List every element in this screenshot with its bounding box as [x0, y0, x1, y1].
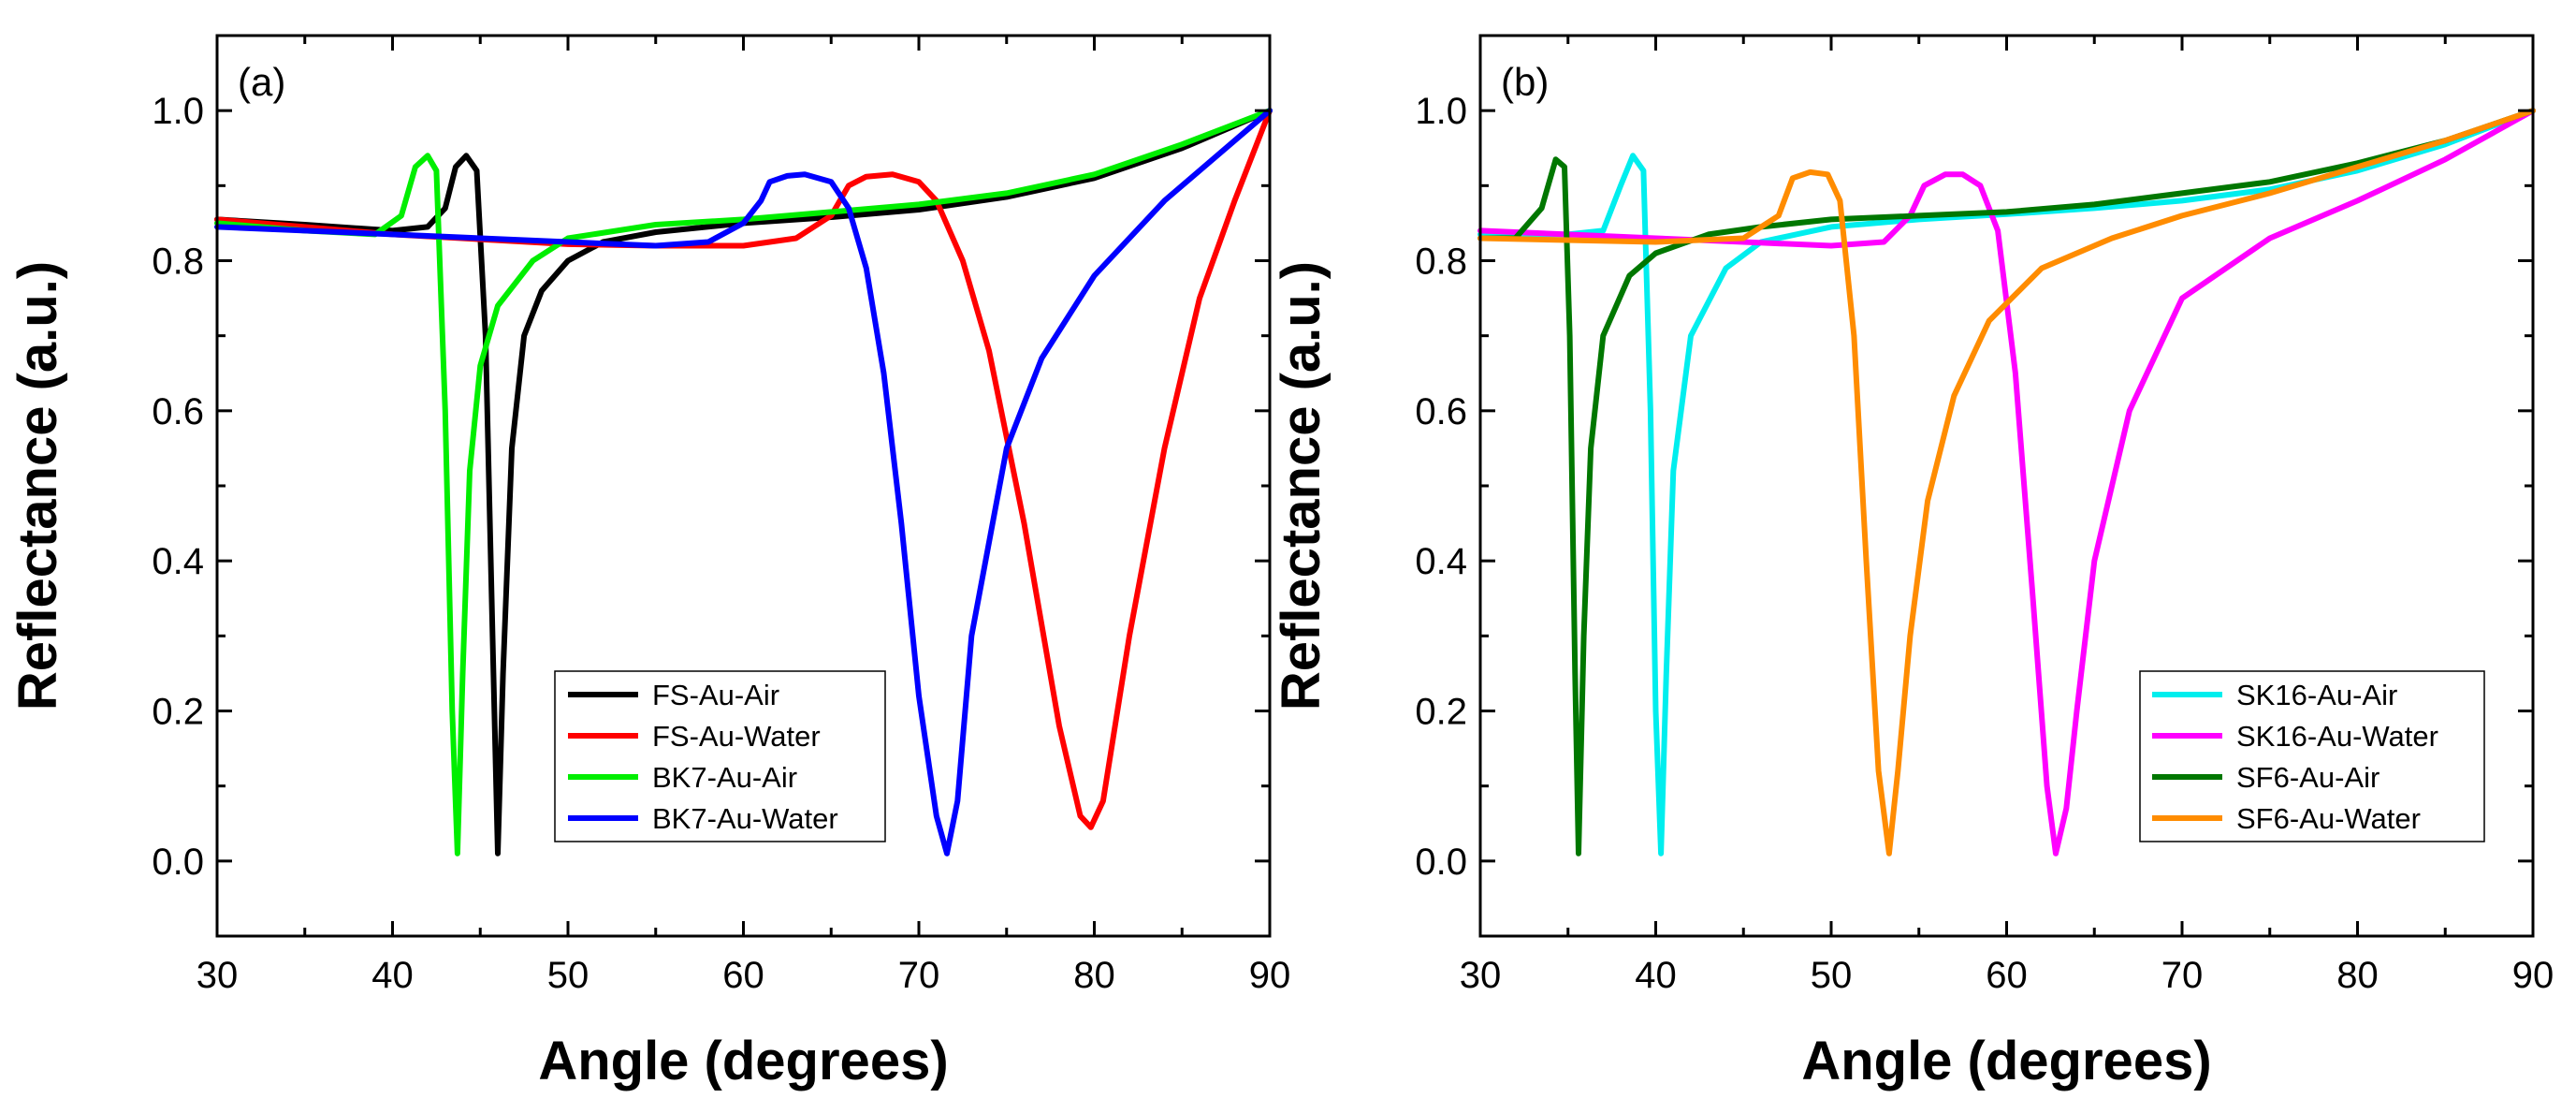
- legend-entry: SF6-Au-Air: [2236, 761, 2380, 794]
- y-tick-label: 0.6: [1415, 391, 1467, 432]
- series-line-sk16-au-water: [1477, 108, 2536, 857]
- legend-box: [2139, 670, 2485, 842]
- y-axis-title: Reflectance (a.u.): [7, 261, 68, 710]
- x-axis: 30 40 50 60 70 80 90: [1460, 36, 2554, 996]
- x-tick-label: 90: [2512, 955, 2554, 996]
- x-axis-title: Angle (degrees): [1801, 1031, 2211, 1091]
- legend-entry: SK16-Au-Air: [2236, 679, 2397, 711]
- y-axis: 0.0 0.2 0.4 0.6 0.8 1.0: [152, 34, 1270, 938]
- y-tick-label: 1.0: [1415, 91, 1467, 132]
- series-line-sk16-au-air: [1477, 108, 2536, 857]
- series-lines: [1477, 108, 2536, 857]
- legend-entry: BK7-Au-Air: [652, 761, 797, 794]
- y-tick-label: 0.8: [1415, 242, 1467, 283]
- legend-entry: SK16-Au-Water: [2236, 720, 2438, 753]
- y-tick-label: 0.8: [152, 242, 204, 283]
- x-tick-label: 40: [1635, 955, 1677, 996]
- x-axis: 30 40 50 60 70 80 90: [196, 36, 1291, 996]
- y-axis: 0.0 0.2 0.4 0.6 0.8 1.0: [1415, 34, 2533, 938]
- x-tick-label: 60: [722, 955, 764, 996]
- x-tick-label: 80: [1073, 955, 1115, 996]
- y-tick-label: 0.0: [152, 842, 204, 883]
- x-tick-label: 30: [196, 955, 239, 996]
- series-line-bk7-au-water: [214, 108, 1273, 857]
- legend-entry: SF6-Au-Water: [2236, 802, 2421, 835]
- legend: FS-Au-Air FS-Au-Water BK7-Au-Air BK7-Au-Wat…: [554, 670, 886, 842]
- legend: SK16-Au-Air SK16-Au-Water SF6-Au-Air SF6-Au…: [2139, 670, 2485, 842]
- legend-entry: FS-Au-Air: [652, 679, 779, 711]
- x-tick-label: 90: [1249, 955, 1291, 996]
- y-tick-label: 0.4: [152, 541, 204, 582]
- series-line-sf6-au-water: [1477, 108, 2536, 857]
- x-tick-label: 80: [2336, 955, 2379, 996]
- panel-b: 30 40 50 60 70 80 90 0.0 0.2 0.4 0.6 0.8 1.0 Angle (d…: [1271, 34, 2554, 1091]
- series-lines: [214, 108, 1273, 857]
- panel-a: 30 40 50 60 70 80 90 0.0 0.2 0.4 0.6 0.8 1.0 Angle (d…: [7, 34, 1291, 1091]
- y-tick-label: 0.2: [1415, 692, 1467, 733]
- x-tick-label: 40: [371, 955, 414, 996]
- panel-label: (a): [238, 60, 285, 104]
- legend-entry: BK7-Au-Water: [652, 802, 838, 835]
- panel-label: (b): [1501, 60, 1549, 104]
- series-line-bk7-au-air: [214, 108, 1273, 857]
- series-line-fs-au-air: [214, 108, 1273, 857]
- legend-box: [554, 670, 886, 842]
- y-tick-label: 0.6: [152, 391, 204, 432]
- y-axis-title: Reflectance (a.u.): [1271, 261, 1332, 710]
- x-tick-label: 70: [2161, 955, 2204, 996]
- series-line-fs-au-water: [214, 108, 1273, 830]
- y-tick-label: 0.2: [152, 692, 204, 733]
- legend-entry: FS-Au-Water: [652, 720, 821, 753]
- x-tick-label: 50: [1811, 955, 1853, 996]
- series-line-sf6-au-air: [1477, 108, 2536, 857]
- y-tick-label: 0.4: [1415, 541, 1467, 582]
- x-tick-label: 50: [547, 955, 589, 996]
- y-tick-label: 0.0: [1415, 842, 1467, 883]
- x-tick-label: 30: [1460, 955, 1502, 996]
- x-tick-label: 70: [898, 955, 940, 996]
- x-tick-label: 60: [1986, 955, 2028, 996]
- x-axis-title: Angle (degrees): [538, 1031, 948, 1091]
- y-tick-label: 1.0: [152, 91, 204, 132]
